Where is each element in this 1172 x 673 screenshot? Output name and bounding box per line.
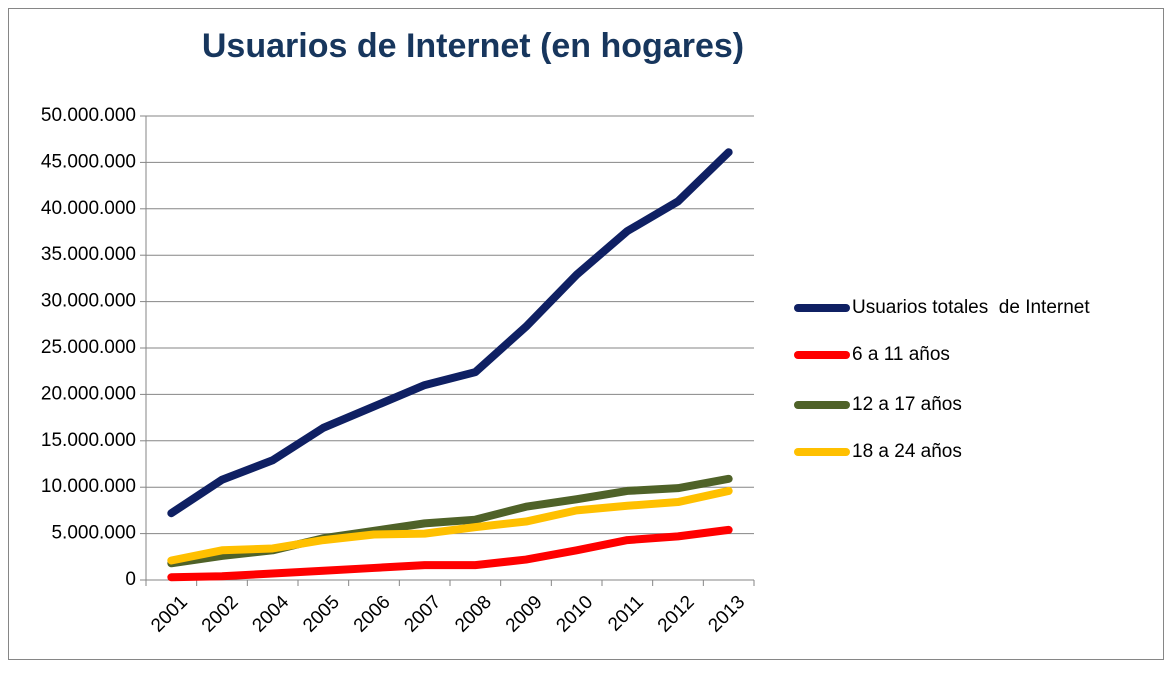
y-tick-label: 45.000.000: [41, 151, 136, 172]
y-tick-label: 30.000.000: [41, 291, 136, 312]
legend-label: 6 a 11 años: [852, 344, 950, 365]
line-series: [167, 525, 733, 582]
y-tick-label: 0: [125, 569, 136, 590]
y-tick-label: 25.000.000: [41, 337, 136, 358]
line-series: [167, 486, 733, 565]
legend-label: 18 a 24 años: [852, 441, 962, 462]
line-series: [167, 148, 733, 518]
y-tick-label: 5.000.000: [51, 523, 136, 544]
y-tick-label: 35.000.000: [41, 244, 136, 265]
y-tick-label: 50.000.000: [41, 105, 136, 126]
y-tick-label: 40.000.000: [41, 198, 136, 219]
y-tick-label: 15.000.000: [41, 430, 136, 451]
y-tick-label: 10.000.000: [41, 476, 136, 497]
legend-label: Usuarios totales de Internet: [852, 297, 1090, 318]
legend-label: 12 a 17 años: [852, 394, 962, 415]
y-tick-label: 20.000.000: [41, 383, 136, 404]
chart-title: Usuarios de Internet (en hogares): [202, 27, 744, 65]
